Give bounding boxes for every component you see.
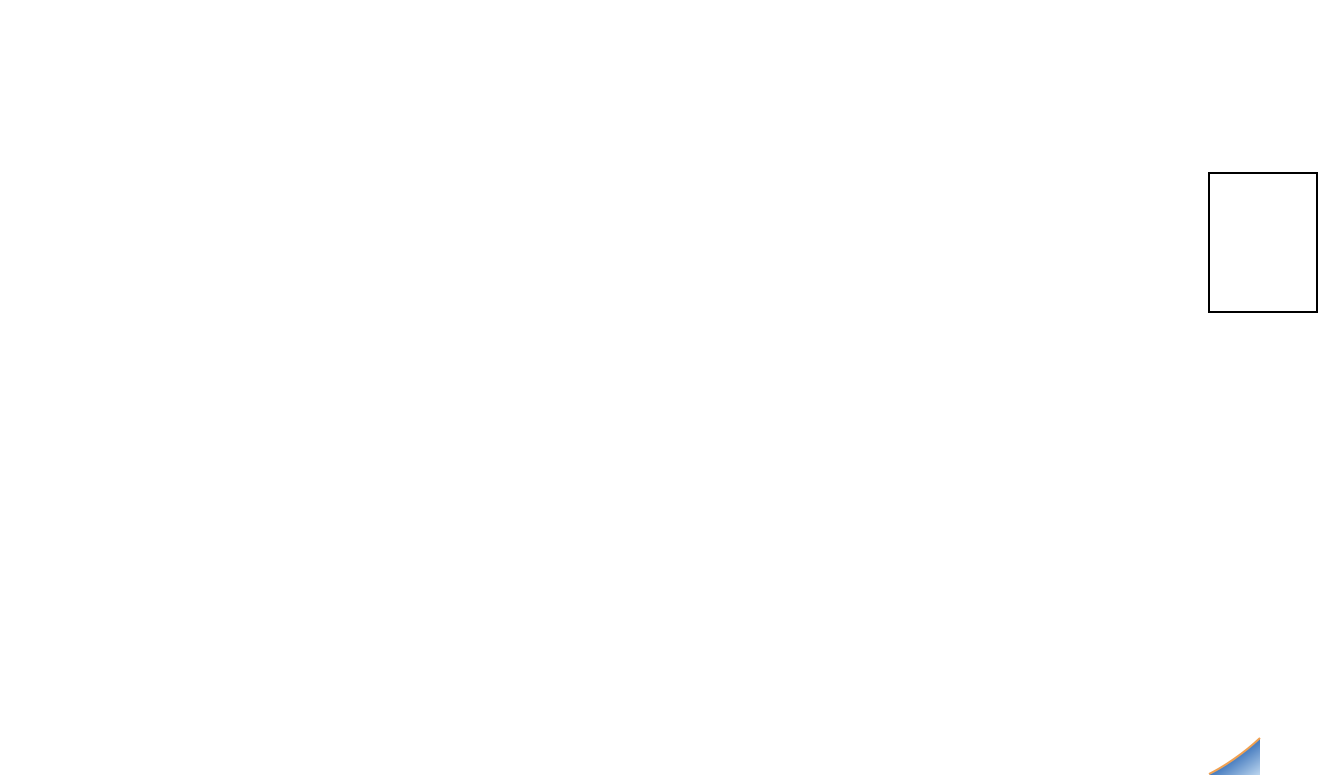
- ncar-logo: [1206, 736, 1264, 778]
- ncar-swoosh-icon: [1208, 737, 1261, 775]
- track-map: [230, 150, 1220, 725]
- legend: [1208, 172, 1318, 313]
